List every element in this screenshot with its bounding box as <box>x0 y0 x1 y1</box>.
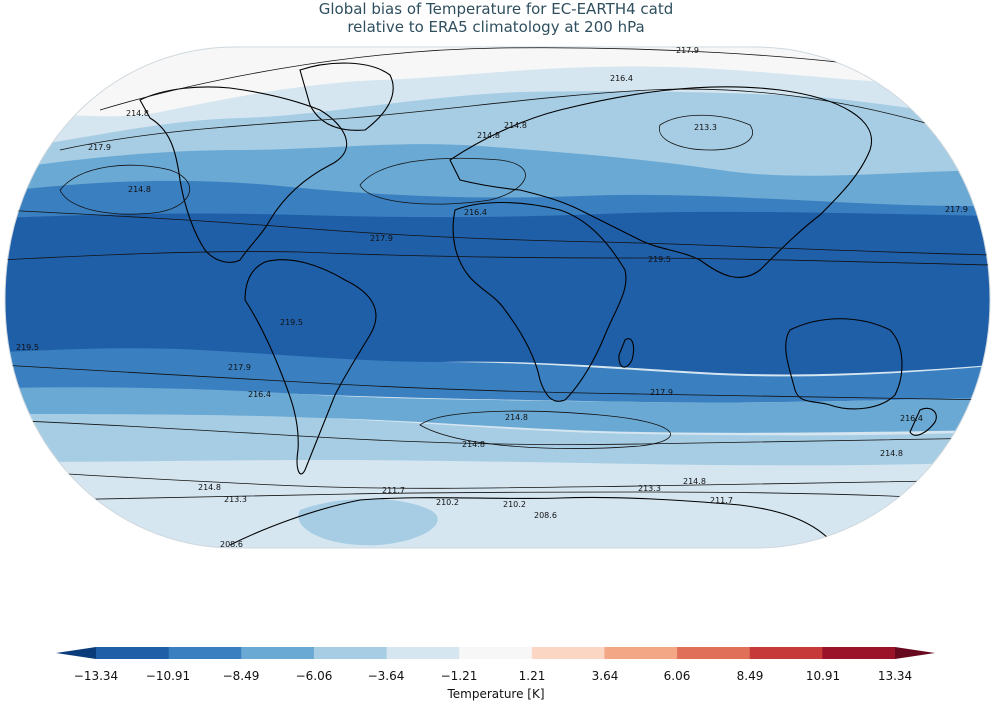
contour-label: 219.5 <box>280 318 303 327</box>
contour-label: 214.8 <box>126 109 149 118</box>
colorbar-tick-label: 10.91 <box>806 669 840 683</box>
contour-label: 214.8 <box>477 131 500 140</box>
contour-label: 208.6 <box>534 511 557 520</box>
colorbar-tick-label: −6.06 <box>296 669 333 683</box>
contour-line <box>49 491 941 501</box>
colorbar-tick-label: −8.49 <box>223 669 260 683</box>
contour-label: 210.2 <box>503 500 526 509</box>
colorbar-ticks: −13.34 −10.91 −8.49 −6.06 −3.64 −1.21 1.… <box>74 669 912 683</box>
contour-label: 211.7 <box>382 486 405 495</box>
colorbar-extend-low <box>56 647 96 659</box>
band-white-north <box>5 47 990 118</box>
coastline-madagascar <box>618 338 635 368</box>
title-line-2: relative to ERA5 climatology at 200 hPa <box>347 18 645 36</box>
coastline-eurasia <box>449 86 873 278</box>
contour-label: 216.4 <box>900 414 923 423</box>
contour-lines <box>5 47 990 501</box>
coastline-australia <box>785 318 903 410</box>
contour-line <box>5 419 990 445</box>
colorbar-cell <box>749 647 823 659</box>
colorbar-tick-label: 3.64 <box>592 669 619 683</box>
contour-label: 216.4 <box>464 208 487 217</box>
contour-label: 208.6 <box>220 540 243 549</box>
contour-label: 214.8 <box>462 440 485 449</box>
chart-title: Global bias of Temperature for EC-EARTH4… <box>0 0 992 36</box>
contour-label: 214.8 <box>505 413 528 422</box>
contour-label: 213.3 <box>638 484 661 493</box>
colorbar-tick-label: 1.21 <box>519 669 546 683</box>
colorbar-tick-label: 8.49 <box>737 669 764 683</box>
band-light-antarctic <box>298 498 438 546</box>
contour-label: 214.8 <box>128 185 151 194</box>
colorbar-tick-label: −3.64 <box>368 669 405 683</box>
colorbar-tick-label: −13.34 <box>74 669 118 683</box>
contour-line <box>5 364 990 401</box>
contour-label: 214.8 <box>880 449 903 458</box>
colorbar-cell <box>531 647 605 659</box>
temperature-field <box>5 47 990 548</box>
contour-line <box>5 469 990 489</box>
colorbar-cell <box>241 647 315 659</box>
contour-label: 219.5 <box>16 343 39 352</box>
contour-labels: 217.9 216.4 213.3 214.8 214.8 217.9 214.… <box>16 46 968 549</box>
contour-label: 210.2 <box>436 498 459 507</box>
contour-line <box>99 47 901 111</box>
colorbar-extend-high <box>895 647 935 659</box>
contour-label: 219.5 <box>648 255 671 264</box>
contour-label: 217.9 <box>676 46 699 55</box>
contour-label: 214.8 <box>198 483 221 492</box>
contour-line <box>59 88 951 151</box>
colorbar-cell <box>386 647 460 659</box>
coastline-new-zealand <box>909 407 937 436</box>
colorbar-cell <box>604 647 678 659</box>
colorbar-cell <box>677 647 751 659</box>
globe-outline <box>4 46 991 549</box>
contour-label: 216.4 <box>610 74 633 83</box>
band-mid-south <box>5 387 990 433</box>
contour-line-loop <box>359 157 526 205</box>
colorbar-tick-label: −1.21 <box>441 669 478 683</box>
contour-label: 211.7 <box>710 496 733 505</box>
colorbar-cell <box>313 647 388 659</box>
colorbar-cell <box>96 647 170 659</box>
contour-label: 217.9 <box>228 363 251 372</box>
contour-line <box>5 209 990 256</box>
contour-label: 217.9 <box>945 205 968 214</box>
band-light-south <box>5 414 990 466</box>
contour-label: 213.3 <box>694 123 717 132</box>
contour-label: 213.3 <box>224 495 247 504</box>
contour-line-loop <box>419 410 671 449</box>
contour-label: 214.8 <box>504 121 527 130</box>
contour-label: 217.9 <box>88 143 111 152</box>
colorbar-tick-label: 13.34 <box>878 669 912 683</box>
coastline-south-america <box>244 259 377 475</box>
coastline-antarctica <box>229 496 831 546</box>
colorbar-cell <box>168 647 242 659</box>
contour-label: 217.9 <box>370 234 393 243</box>
title-line-1: Global bias of Temperature for EC-EARTH4… <box>318 0 674 18</box>
colorbar-tick-label: −10.91 <box>146 669 190 683</box>
contour-label: 216.4 <box>248 390 271 399</box>
coastline-greenland <box>299 62 394 131</box>
coastline-africa <box>452 202 627 402</box>
band-darkest-tropics <box>5 211 990 375</box>
contour-label: 214.8 <box>683 477 706 486</box>
world-map: 217.9 216.4 213.3 214.8 214.8 217.9 214.… <box>4 46 991 549</box>
colorbar-cell <box>459 647 533 659</box>
band-dark-south <box>5 348 990 403</box>
colorbar-cell <box>822 647 896 659</box>
colorbar-label: Temperature [K] <box>446 687 544 701</box>
contour-label: 217.9 <box>650 388 673 397</box>
contour-line <box>5 251 990 266</box>
colorbar-tick-label: 6.06 <box>664 669 691 683</box>
contour-line-loop <box>59 164 190 215</box>
contour-line-loop <box>659 114 753 151</box>
colorbar-cells <box>56 647 935 659</box>
